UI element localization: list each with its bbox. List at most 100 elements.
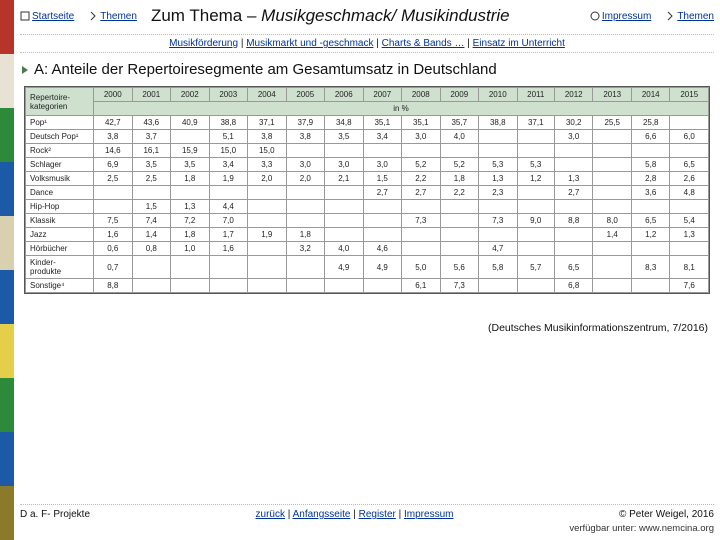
cell — [402, 200, 441, 214]
cell: 7,3 — [479, 214, 518, 228]
stripe-segment — [0, 486, 14, 540]
subnav-foerderung[interactable]: Musikförderung — [169, 38, 238, 49]
cell: 1,3 — [171, 200, 210, 214]
cell — [554, 228, 593, 242]
cell — [670, 200, 709, 214]
cell — [554, 158, 593, 172]
year-header: 2006 — [325, 88, 364, 102]
cell — [479, 144, 518, 158]
subnav-unterricht[interactable]: Einsatz im Unterricht — [473, 38, 565, 49]
cell: 6,0 — [670, 130, 709, 144]
cell — [593, 256, 632, 279]
cell: 1,9 — [209, 172, 248, 186]
cell: 6,1 — [402, 279, 441, 293]
footer-zurueck[interactable]: zurück — [256, 509, 285, 520]
cell: 5,2 — [402, 158, 441, 172]
cell: 2,2 — [402, 172, 441, 186]
nav-themen-right[interactable]: Themen — [665, 11, 714, 22]
year-header: 2009 — [440, 88, 479, 102]
footer-anfang[interactable]: Anfangsseite — [293, 509, 351, 520]
cell — [440, 228, 479, 242]
subnav-markt[interactable]: Musikmarkt und -geschmack — [246, 38, 373, 49]
top-nav: Startseite Themen Zum Thema – Musikgesch… — [20, 4, 714, 30]
cell: 3,8 — [286, 130, 325, 144]
cell: 37,9 — [286, 116, 325, 130]
cell: 8,1 — [670, 256, 709, 279]
info-icon — [590, 11, 600, 21]
cell: 3,8 — [94, 130, 133, 144]
cell: 42,7 — [94, 116, 133, 130]
cell: 3,0 — [402, 130, 441, 144]
footer-register[interactable]: Register — [359, 509, 396, 520]
cell: 38,8 — [479, 116, 518, 130]
cell — [670, 242, 709, 256]
table-row: Hip-Hop1,51,34,4 — [26, 200, 709, 214]
cell — [209, 256, 248, 279]
table-row: Hörbücher0,60,81,01,63,24,04,64,7 — [26, 242, 709, 256]
stripe-segment — [0, 108, 14, 162]
cell — [325, 186, 364, 200]
cell: 35,1 — [402, 116, 441, 130]
cell — [440, 242, 479, 256]
table-row: Jazz1,61,41,81,71,91,81,41,21,3 — [26, 228, 709, 242]
nav-themen-left[interactable]: Themen — [88, 11, 137, 22]
row-label: Volksmusik — [26, 172, 94, 186]
cell: 1,3 — [479, 172, 518, 186]
cell: 7,5 — [94, 214, 133, 228]
cell: 6,8 — [554, 279, 593, 293]
table-body: Pop¹42,743,640,938,837,137,934,835,135,1… — [26, 116, 709, 293]
cell: 1,8 — [440, 172, 479, 186]
cell: 2,5 — [94, 172, 133, 186]
cell — [593, 242, 632, 256]
cell — [363, 279, 402, 293]
cell: 34,8 — [325, 116, 364, 130]
cell — [593, 186, 632, 200]
cell — [479, 279, 518, 293]
year-header: 2000 — [94, 88, 133, 102]
footer-right: © Peter Weigel, 2016 — [619, 509, 714, 520]
nav-themen-right-label: Themen — [677, 11, 714, 22]
footer-impressum[interactable]: Impressum — [404, 509, 453, 520]
chevron-right-icon — [665, 11, 675, 21]
nav-impressum-top[interactable]: Impressum — [590, 11, 651, 22]
section-heading: A: Anteile der Repertoiresegmente am Ges… — [34, 61, 497, 78]
cell: 6,5 — [670, 158, 709, 172]
nav-themen-left-label: Themen — [100, 11, 137, 22]
cell — [593, 130, 632, 144]
cell — [286, 214, 325, 228]
cell — [631, 200, 670, 214]
nav-startseite[interactable]: Startseite — [20, 11, 74, 22]
cell — [94, 200, 133, 214]
cell: 7,2 — [171, 214, 210, 228]
year-header: 2007 — [363, 88, 402, 102]
cell: 15,0 — [248, 144, 287, 158]
year-header: 2013 — [593, 88, 632, 102]
year-header: 2002 — [171, 88, 210, 102]
row-label: Pop¹ — [26, 116, 94, 130]
cell — [517, 130, 554, 144]
cell — [363, 200, 402, 214]
row-label: Hörbücher — [26, 242, 94, 256]
cell — [209, 186, 248, 200]
table-corner: Repertoire-kategorien — [26, 88, 94, 116]
cell: 4,4 — [209, 200, 248, 214]
cell — [248, 186, 287, 200]
cell: 3,7 — [132, 130, 171, 144]
table-header-years: Repertoire-kategorien2000200120022003200… — [26, 88, 709, 102]
cell: 0,6 — [94, 242, 133, 256]
cell: 5,1 — [209, 130, 248, 144]
cell: 1,2 — [517, 172, 554, 186]
cell — [132, 186, 171, 200]
cell — [440, 144, 479, 158]
cell — [325, 228, 364, 242]
cell: 3,6 — [631, 186, 670, 200]
cell: 35,1 — [363, 116, 402, 130]
cell — [479, 200, 518, 214]
cell — [248, 242, 287, 256]
subnav-charts[interactable]: Charts & Bands … — [382, 38, 465, 49]
cell: 3,0 — [286, 158, 325, 172]
table-row: Volksmusik2,52,51,81,92,02,02,11,52,21,8… — [26, 172, 709, 186]
cell — [132, 279, 171, 293]
cell: 1,8 — [171, 228, 210, 242]
cell: 3,0 — [325, 158, 364, 172]
